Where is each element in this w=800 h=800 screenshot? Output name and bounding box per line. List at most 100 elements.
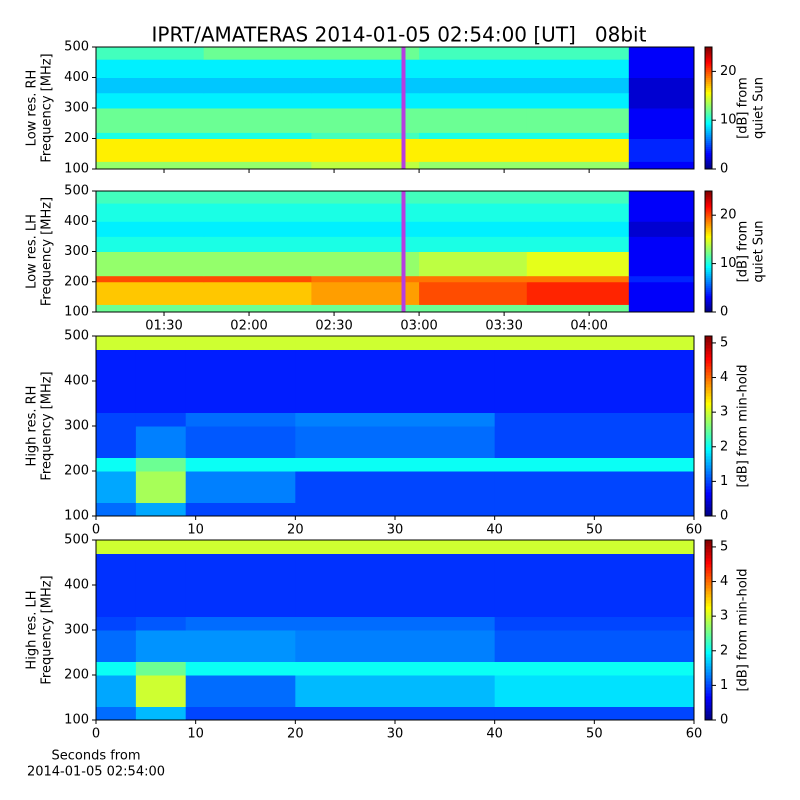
colorbar-step [705,462,712,466]
colorbar-step [705,73,712,76]
colorbar-step [705,633,712,637]
heatmap-cell [295,675,496,707]
colorbar-step [705,603,712,607]
heatmap-cell [96,457,137,472]
colorbar-step [705,429,712,433]
colorbar-step [705,293,712,297]
colorbar-step [705,684,712,688]
colorbar-step [705,342,712,346]
colorbar-step [705,146,712,150]
colorbar-step [705,363,712,367]
heatmap-cell [494,706,695,721]
colorbar-step [705,299,712,303]
x-tick-label: 30 [387,523,404,538]
heatmap-cell [96,191,205,204]
heatmap-cell [295,502,496,517]
colorbar-step [705,441,712,445]
colorbar-step [705,396,712,400]
colorbar-label: [dB] from [736,221,751,283]
heatmap-cell [96,77,205,94]
heatmap-cell [185,661,296,676]
colorbar-step [705,390,712,394]
colorbar-step [705,191,712,194]
colorbar-step [705,549,712,553]
colorbar-frame [704,190,713,313]
heatmap-cell [311,161,420,170]
colorbar-step [705,138,712,141]
colorbar-tick-label: 20 [720,64,737,79]
colorbar-step [705,354,712,358]
colorbar-step [705,540,712,544]
colorbar-step [705,642,712,646]
colorbar-step [705,591,712,595]
colorbar-step [705,594,712,598]
chart-title: IPRT/AMATERAS 2014-01-05 02:54:00 [UT] 0… [152,23,647,47]
heatmap-cell [419,251,528,277]
y-tick-label: 400 [64,578,89,593]
heatmap-cell [494,502,695,517]
colorbar-step [705,561,712,565]
colorbar-step [705,241,712,244]
colorbar-step [705,142,712,145]
colorbar-step [705,223,712,226]
heatmap-cell [135,457,187,472]
colorbar-step [705,348,712,352]
colorbar-step [705,645,712,649]
heatmap-cell [526,77,630,94]
x-axis-label: 2014-01-05 02:54:00 [27,765,165,780]
heatmap-cell [185,457,296,472]
colorbar-step [705,438,712,442]
heatmap-cell [203,221,312,237]
heatmap-cell [96,426,137,458]
colorbar-step [705,87,712,91]
heatmap-cell [135,616,187,631]
colorbar-step [705,564,712,568]
heatmap-cell [311,132,420,139]
colorbar-step [705,423,712,427]
colorbar-step [705,345,712,349]
colorbar-step [705,513,712,517]
heatmap-cell [628,221,695,237]
x-tick-label: 02:30 [315,319,352,334]
heatmap-cell [203,281,312,305]
colorbar-step [705,83,712,87]
colorbar-step [705,597,712,601]
x-tick-label: 04:00 [570,319,607,334]
heatmap-cell [203,304,312,313]
colorbar-step [705,627,712,631]
heatmap-cell [135,630,187,662]
colorbar-step [705,53,712,56]
colorbar-step [705,492,712,496]
heatmap-cell [96,304,205,313]
colorbar-step [705,588,712,592]
heatmap-cell [96,661,137,676]
colorbar-step [705,576,712,580]
heatmap-cell [185,630,296,662]
y-tick-label: 300 [64,623,89,638]
y-axis-label: Low res. LH [25,214,40,289]
colorbar-step [705,201,712,204]
colorbar-tick-label: 0 [720,509,728,524]
colorbar-step [705,239,712,242]
colorbar-step [705,57,712,60]
colorbar-step [705,95,712,99]
colorbar-step [705,672,712,676]
heatmap-cell [96,502,137,517]
colorbar-step [705,164,712,168]
colorbar-frame [704,46,713,170]
heatmap-cell [628,132,695,139]
colorbar-step [705,405,712,409]
colorbar-step [705,483,712,487]
colorbar-step [705,162,712,166]
colorbar-step [705,263,712,267]
colorbar-step [705,150,712,154]
y-tick-label: 200 [64,464,89,479]
heatmap-cell [494,412,695,427]
colorbar-step [705,130,712,133]
colorbar-step [705,199,712,202]
heatmap-cell [628,236,695,252]
colorbar-step [705,651,712,655]
heatmap-cell [96,92,205,109]
colorbar-step [705,152,712,156]
colorbar-tick-label: 5 [720,539,728,554]
